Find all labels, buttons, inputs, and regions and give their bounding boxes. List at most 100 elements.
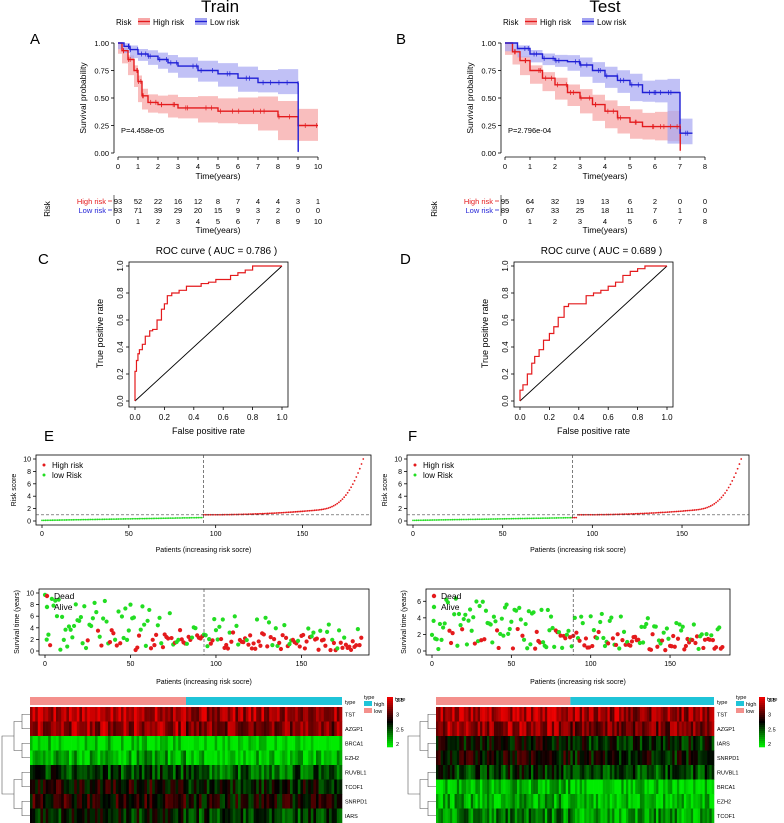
point-dead [99, 643, 104, 648]
heatmap-cell [521, 808, 525, 823]
heatmap-cell [570, 794, 573, 809]
gene-label: RUVBL1 [345, 770, 366, 776]
train-title: Train [201, 0, 239, 16]
risk-table-value: 7 [653, 206, 657, 215]
heatmap-cell [663, 765, 666, 780]
heatmap-cell [656, 794, 659, 809]
legend-label-high: High risk [423, 461, 455, 470]
heatmap-cell [232, 808, 236, 823]
heatmap-cell [491, 779, 495, 795]
risk-point [548, 517, 551, 519]
heatmap-cell [526, 765, 529, 780]
x-tick-label: 100 [585, 661, 597, 668]
risk-table-value: 7 [236, 197, 240, 206]
heatmap-cell [53, 721, 57, 737]
point-alive [213, 628, 219, 633]
heatmap-cell [323, 765, 327, 780]
heatmap-cell [616, 736, 620, 751]
point-alive [531, 610, 536, 615]
heatmap-cell [310, 765, 314, 780]
heatmap-cell [519, 721, 523, 737]
heatmap-cell [87, 750, 91, 766]
heatmap-cell [512, 794, 516, 809]
heatmap-cell [274, 779, 278, 795]
heatmap-cell [180, 707, 184, 722]
risk-point [343, 496, 346, 499]
heatmap-cell [686, 736, 689, 751]
heatmap-cell [466, 794, 469, 809]
point-alive [580, 620, 585, 626]
heatmap-cell [178, 794, 182, 809]
heatmap-cell [266, 721, 270, 737]
heatmap-cell [30, 794, 33, 809]
risk-point [79, 518, 82, 521]
x-tick-label: 0.4 [573, 413, 585, 422]
heatmap-cell [256, 779, 260, 795]
heatmap-cell [183, 794, 187, 809]
point-alive [65, 644, 70, 649]
point-alive [306, 626, 311, 631]
risk-point [433, 519, 436, 521]
heatmap-cell [561, 721, 564, 737]
point-dead [710, 637, 715, 643]
heatmap-cell [688, 794, 692, 809]
heatmap-cell [201, 779, 205, 795]
risk-point [431, 519, 434, 521]
heatmap-cell [653, 736, 657, 751]
scale-swatch [759, 709, 765, 712]
y-tick-label: 6 [27, 481, 31, 488]
heatmap-cell [303, 736, 306, 751]
heatmap-cell [704, 808, 708, 823]
heatmap-cell [251, 721, 254, 737]
heatmap-cell [507, 736, 511, 751]
heatmap-cell [510, 750, 513, 766]
heatmap-cell [264, 779, 267, 795]
x-tick-label: 0 [430, 661, 434, 668]
heatmap-cell [607, 794, 611, 809]
heatmap-cell [225, 808, 228, 823]
heatmap-cell [334, 736, 338, 751]
heatmap-cell [188, 750, 192, 766]
heatmap-cell [160, 794, 163, 809]
risk-point [736, 467, 739, 470]
risk-point [677, 510, 680, 513]
heatmap-cell [79, 765, 83, 780]
heatmap-cell [209, 721, 213, 737]
point-dead [135, 645, 140, 650]
legend-dot-dead [44, 593, 50, 599]
risk-point [143, 517, 146, 520]
heatmap-cell [92, 750, 96, 766]
heatmap-cell [321, 750, 325, 766]
scale-swatch [387, 703, 393, 706]
heatmap-cell [339, 765, 343, 780]
ci-band-high [118, 43, 318, 141]
risk-table-time: 3 [578, 217, 582, 226]
heatmap-cell [709, 808, 712, 823]
heatmap-cell [305, 750, 309, 766]
heatmap-cell [303, 779, 306, 795]
heatmap-cell [461, 765, 465, 780]
heatmap-cell [253, 794, 257, 809]
heatmap-cell [442, 707, 446, 722]
heatmap-cell [76, 750, 80, 766]
heatmap-cell [663, 808, 666, 823]
risk-point [455, 518, 457, 521]
risk-table-title: Risk [43, 200, 52, 217]
risk-point [543, 517, 545, 520]
roc-curve [519, 265, 667, 401]
heatmap-cell [89, 765, 93, 780]
x-tick-label: 6 [236, 162, 240, 171]
point-dead [265, 644, 270, 649]
heatmap-cell [284, 808, 288, 823]
point-alive [94, 609, 99, 615]
heatmap-cell [667, 794, 671, 809]
heatmap-cell [53, 750, 57, 766]
heatmap-cell [251, 779, 254, 795]
heatmap-cell [191, 765, 195, 780]
heatmap-cell [568, 721, 571, 737]
roc-title: ROC curve ( AUC = 0.786 ) [156, 246, 277, 257]
heatmap-cell [514, 750, 518, 766]
risk-point [265, 512, 267, 515]
heatmap-cell [339, 707, 343, 722]
heatmap-cell [188, 794, 192, 809]
